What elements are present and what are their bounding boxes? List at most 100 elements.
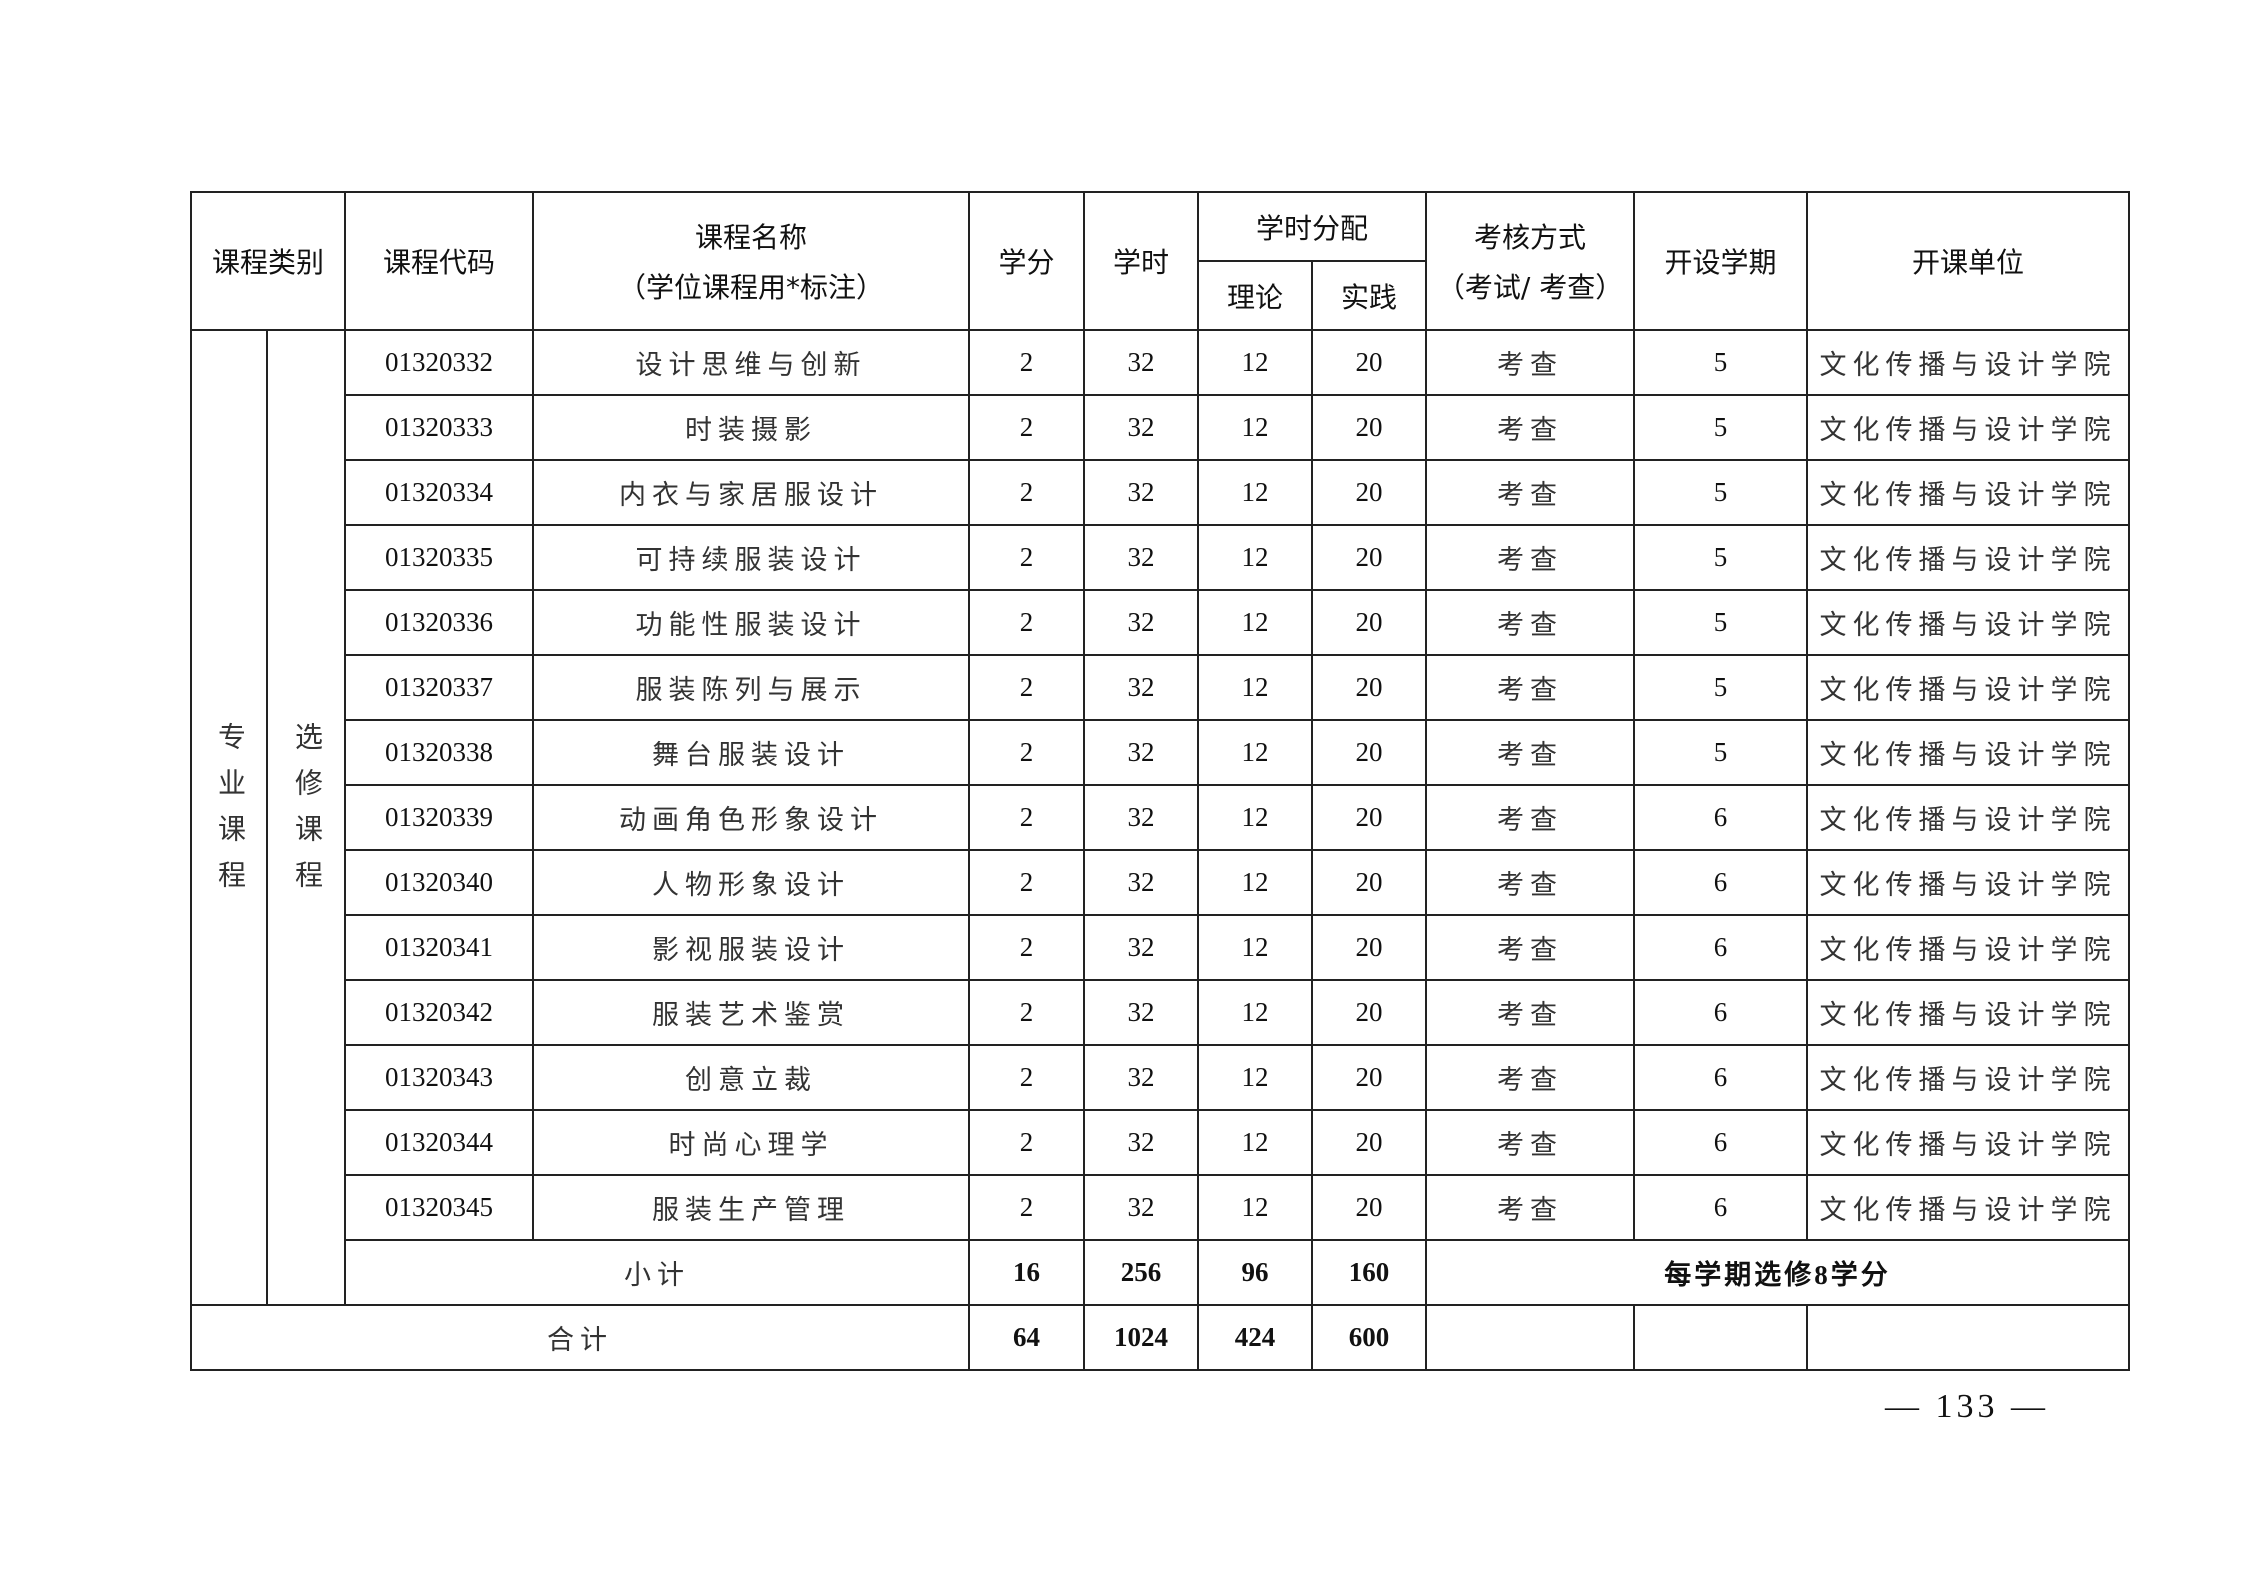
cell-practice: 20 <box>1311 1044 1428 1111</box>
cell-practice: 20 <box>1311 394 1428 461</box>
table-row: 01320335 可持续服装设计 2 32 12 20 考查 5 文化传播与设计学院 <box>191 524 2131 591</box>
cell-credits: 2 <box>968 329 1086 396</box>
cell-hours: 32 <box>1083 784 1200 851</box>
cell-exam: 考查 <box>1425 394 1636 461</box>
cell-name: 舞台服装设计 <box>532 719 971 786</box>
cell-name: 可持续服装设计 <box>532 524 971 591</box>
cell-unit: 文化传播与设计学院 <box>1806 719 2131 786</box>
cell-hours: 32 <box>1083 849 1200 916</box>
cell-code: 01320336 <box>344 589 535 656</box>
cell-semester: 6 <box>1633 1044 1809 1111</box>
header-practice: 实践 <box>1311 260 1428 331</box>
cell-exam: 考查 <box>1425 1044 1636 1111</box>
cell-credits: 2 <box>968 1174 1086 1241</box>
subtotal-theory: 96 <box>1197 1239 1314 1306</box>
cell-theory: 12 <box>1197 1044 1314 1111</box>
header-subrow: 理论 实践 <box>191 260 2129 331</box>
cell-semester: 5 <box>1633 654 1809 721</box>
cell-hours: 32 <box>1083 914 1200 981</box>
cell-credits: 2 <box>968 849 1086 916</box>
category-main: 专业课程 <box>190 329 268 1306</box>
cell-semester: 5 <box>1633 524 1809 591</box>
total-label: 合计 <box>189 1304 971 1371</box>
table-row: 01320345 服装生产管理 2 32 12 20 考查 6 文化传播与设计学院 <box>191 1174 2131 1241</box>
total-hours: 1024 <box>1083 1304 1200 1371</box>
cell-theory: 12 <box>1197 524 1314 591</box>
cell-credits: 2 <box>968 979 1086 1046</box>
cell-semester: 6 <box>1633 1109 1809 1176</box>
cell-name: 时装摄影 <box>532 394 971 461</box>
table-row: 01320333 时装摄影 2 32 12 20 考查 5 文化传播与设计学院 <box>191 394 2131 461</box>
cell-name: 动画角色形象设计 <box>532 784 971 851</box>
cell-exam: 考查 <box>1425 654 1636 721</box>
header-name-line1: 课程名称 <box>695 221 808 254</box>
table-row: 01320339 动画角色形象设计 2 32 12 20 考查 6 文化传播与设计学院 <box>191 784 2131 851</box>
cell-hours: 32 <box>1083 524 1200 591</box>
cell-credits: 2 <box>968 784 1086 851</box>
header-exam-line2: （考试/ 考查） <box>1436 271 1624 304</box>
cell-code: 01320334 <box>344 459 535 526</box>
cell-semester: 6 <box>1633 784 1809 851</box>
cell-name: 人物形象设计 <box>532 849 971 916</box>
cell-exam: 考查 <box>1425 524 1636 591</box>
cell-theory: 12 <box>1197 784 1314 851</box>
subtotal-note: 每学期选修8学分 <box>1425 1239 2131 1306</box>
cell-theory: 12 <box>1197 394 1314 461</box>
cell-code: 01320340 <box>344 849 535 916</box>
cell-code: 01320342 <box>344 979 535 1046</box>
table-row: 01320344 时尚心理学 2 32 12 20 考查 6 文化传播与设计学院 <box>191 1109 2131 1176</box>
total-practice: 600 <box>1311 1304 1428 1371</box>
total-theory: 424 <box>1197 1304 1314 1371</box>
cell-unit: 文化传播与设计学院 <box>1806 914 2131 981</box>
cell-theory: 12 <box>1197 589 1314 656</box>
cell-exam: 考查 <box>1425 784 1636 851</box>
header-hours: 学时 <box>1083 191 1200 331</box>
cell-code: 01320339 <box>344 784 535 851</box>
cell-practice: 20 <box>1311 329 1428 396</box>
cell-practice: 20 <box>1311 849 1428 916</box>
header-exam-line1: 考核方式 <box>1474 221 1587 254</box>
cell-name: 功能性服装设计 <box>532 589 971 656</box>
cell-hours: 32 <box>1083 654 1200 721</box>
cell-name: 创意立裁 <box>532 1044 971 1111</box>
cell-theory: 12 <box>1197 1174 1314 1241</box>
table-row: 01320342 服装艺术鉴赏 2 32 12 20 考查 6 文化传播与设计学院 <box>191 979 2131 1046</box>
total-credits: 64 <box>968 1304 1086 1371</box>
category-sub: 选修课程 <box>265 329 347 1306</box>
cell-practice: 20 <box>1311 1109 1428 1176</box>
table-row: 01320334 内衣与家居服设计 2 32 12 20 考查 5 文化传播与设计学院 <box>191 459 2131 526</box>
cell-code: 01320341 <box>344 914 535 981</box>
header-name: 课程名称 （学位课程用*标注） <box>532 191 971 331</box>
cell-credits: 2 <box>968 1044 1086 1111</box>
cell-unit: 文化传播与设计学院 <box>1806 849 2131 916</box>
header-exam: 考核方式 （考试/ 考查） <box>1425 191 1636 331</box>
cell-unit: 文化传播与设计学院 <box>1806 1174 2131 1241</box>
cell-exam: 考查 <box>1425 459 1636 526</box>
cell-theory: 12 <box>1197 1109 1314 1176</box>
cell-theory: 12 <box>1197 979 1314 1046</box>
total-empty <box>1425 1304 1636 1371</box>
subtotal-credits: 16 <box>968 1239 1086 1306</box>
cell-exam: 考查 <box>1425 329 1636 396</box>
cell-practice: 20 <box>1311 654 1428 721</box>
cell-code: 01320332 <box>344 329 535 396</box>
cell-unit: 文化传播与设计学院 <box>1806 784 2131 851</box>
cell-unit: 文化传播与设计学院 <box>1806 979 2131 1046</box>
cell-code: 01320333 <box>344 394 535 461</box>
total-empty <box>1633 1304 1809 1371</box>
cell-semester: 6 <box>1633 979 1809 1046</box>
cell-semester: 5 <box>1633 459 1809 526</box>
cell-hours: 32 <box>1083 394 1200 461</box>
cell-theory: 12 <box>1197 719 1314 786</box>
cell-semester: 5 <box>1633 589 1809 656</box>
cell-name: 影视服装设计 <box>532 914 971 981</box>
cell-name: 时尚心理学 <box>532 1109 971 1176</box>
subtotal-label: 小计 <box>344 1239 971 1306</box>
cell-name: 服装生产管理 <box>532 1174 971 1241</box>
cell-unit: 文化传播与设计学院 <box>1806 1044 2131 1111</box>
cell-unit: 文化传播与设计学院 <box>1806 329 2131 396</box>
header-row: 课程类别 课程代码 课程名称 （学位课程用*标注） 学分 学时 学时分配 考核方式… <box>189 191 2131 331</box>
table-row: 01320336 功能性服装设计 2 32 12 20 考查 5 文化传播与设计学院 <box>191 589 2131 656</box>
cell-credits: 2 <box>968 524 1086 591</box>
cell-practice: 20 <box>1311 914 1428 981</box>
